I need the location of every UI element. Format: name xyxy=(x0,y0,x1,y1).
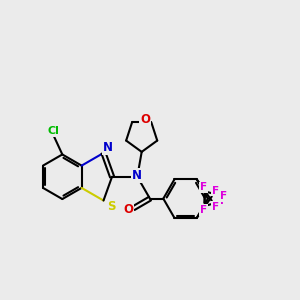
Text: F: F xyxy=(220,196,226,206)
Text: F: F xyxy=(212,186,219,196)
Text: Cl: Cl xyxy=(47,126,59,136)
Text: F: F xyxy=(220,191,226,201)
Text: F: F xyxy=(200,182,207,192)
Text: S: S xyxy=(107,200,115,213)
Text: O: O xyxy=(140,113,150,126)
Text: N: N xyxy=(132,169,142,182)
Text: F: F xyxy=(200,205,207,215)
Text: F: F xyxy=(212,202,219,212)
Text: N: N xyxy=(103,141,113,154)
Text: O: O xyxy=(123,203,133,216)
